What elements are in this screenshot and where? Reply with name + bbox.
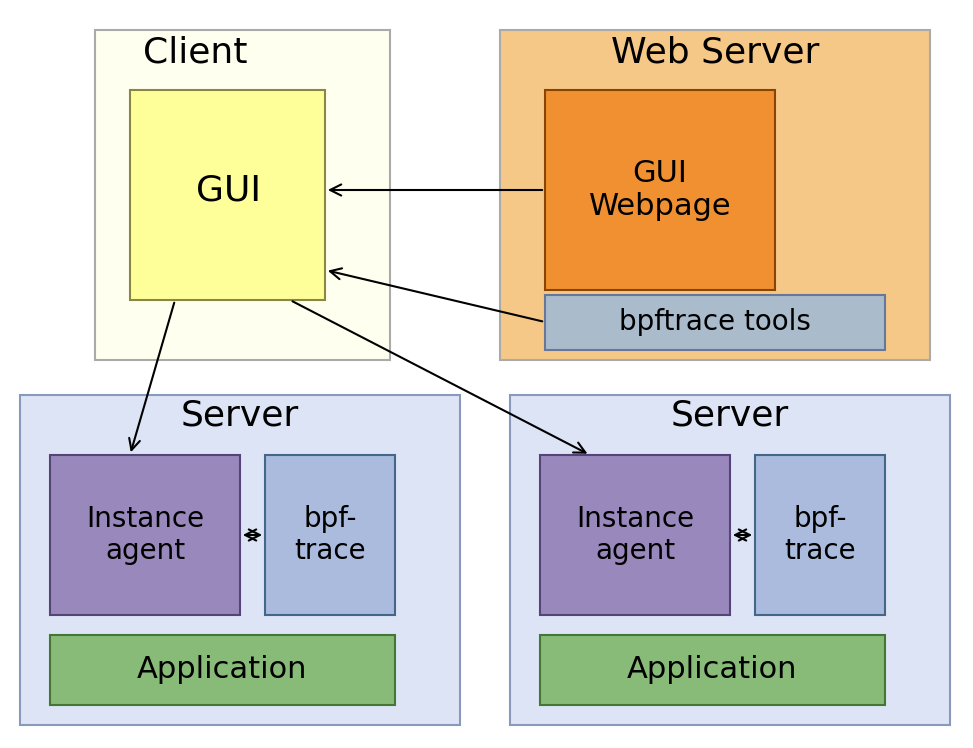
Bar	[545, 295, 885, 350]
Text: Server: Server	[670, 398, 789, 432]
Text: Instance
agent: Instance agent	[86, 505, 204, 565]
Bar	[20, 395, 460, 725]
Text: Client: Client	[143, 35, 247, 69]
Text: GUI
Webpage: GUI Webpage	[589, 159, 732, 221]
Bar	[130, 90, 325, 300]
Text: Instance
agent: Instance agent	[576, 505, 694, 565]
Text: Application: Application	[137, 655, 307, 684]
Bar	[265, 455, 395, 615]
Bar	[545, 90, 775, 290]
Text: bpf-
trace: bpf- trace	[294, 505, 366, 565]
Bar	[510, 395, 950, 725]
Text: Web Server: Web Server	[611, 35, 819, 69]
Text: GUI: GUI	[196, 173, 261, 207]
Text: Server: Server	[181, 398, 299, 432]
Bar	[50, 635, 395, 705]
Bar	[755, 455, 885, 615]
Bar	[50, 455, 240, 615]
Text: bpf-
trace: bpf- trace	[784, 505, 856, 565]
Bar	[500, 30, 930, 360]
Text: bpftrace tools: bpftrace tools	[619, 308, 811, 336]
Bar	[540, 455, 730, 615]
Text: Application: Application	[627, 655, 797, 684]
Bar	[540, 635, 885, 705]
Bar	[95, 30, 390, 360]
